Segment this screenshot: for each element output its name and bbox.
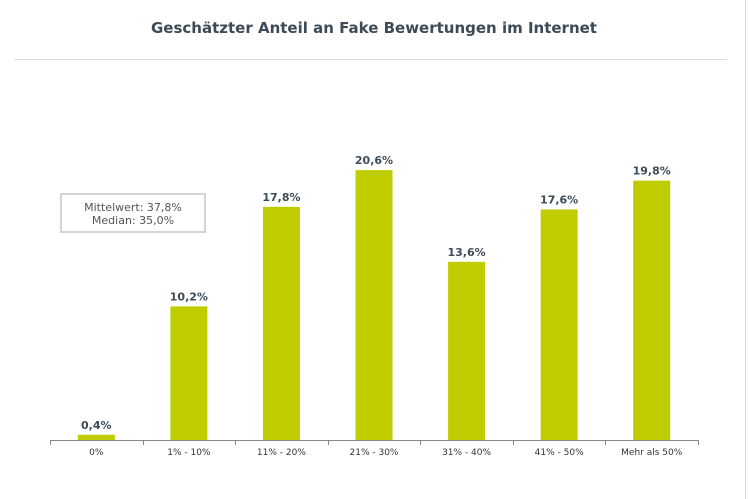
median-text: Median: 35,0%	[91, 214, 175, 227]
bar	[633, 180, 671, 440]
bar-value-label: 19,8%	[633, 165, 671, 178]
bar	[77, 434, 115, 440]
x-tick-label: Mehr als 50%	[621, 448, 683, 458]
chart-title: Geschätzter Anteil an Fake Bewertungen i…	[151, 19, 597, 37]
bar	[448, 261, 486, 440]
x-tick-label: 31% - 40%	[442, 448, 491, 458]
bar-value-label: 20,6%	[355, 154, 393, 167]
bar	[262, 206, 300, 440]
stats-box: Mittelwert: 37,8% Median: 35,0%	[60, 193, 206, 233]
right-border	[745, 0, 746, 499]
x-tick-label: 41% - 50%	[535, 448, 584, 458]
x-tick-label: 1% - 10%	[167, 448, 211, 458]
bar	[355, 170, 393, 440]
title-divider	[14, 59, 727, 60]
x-tick-label: 11% - 20%	[257, 448, 306, 458]
bar	[540, 209, 578, 440]
x-tick-label: 21% - 30%	[350, 448, 399, 458]
bar-value-label: 10,2%	[170, 290, 208, 303]
x-tick-label: 0%	[89, 448, 104, 458]
bar-value-label: 0,4%	[81, 419, 112, 432]
bar	[170, 306, 208, 440]
bar-value-label: 13,6%	[447, 246, 485, 259]
bar-value-label: 17,8%	[262, 191, 300, 204]
bar-value-label: 17,6%	[540, 193, 578, 206]
mean-text: Mittelwert: 37,8%	[84, 201, 182, 214]
